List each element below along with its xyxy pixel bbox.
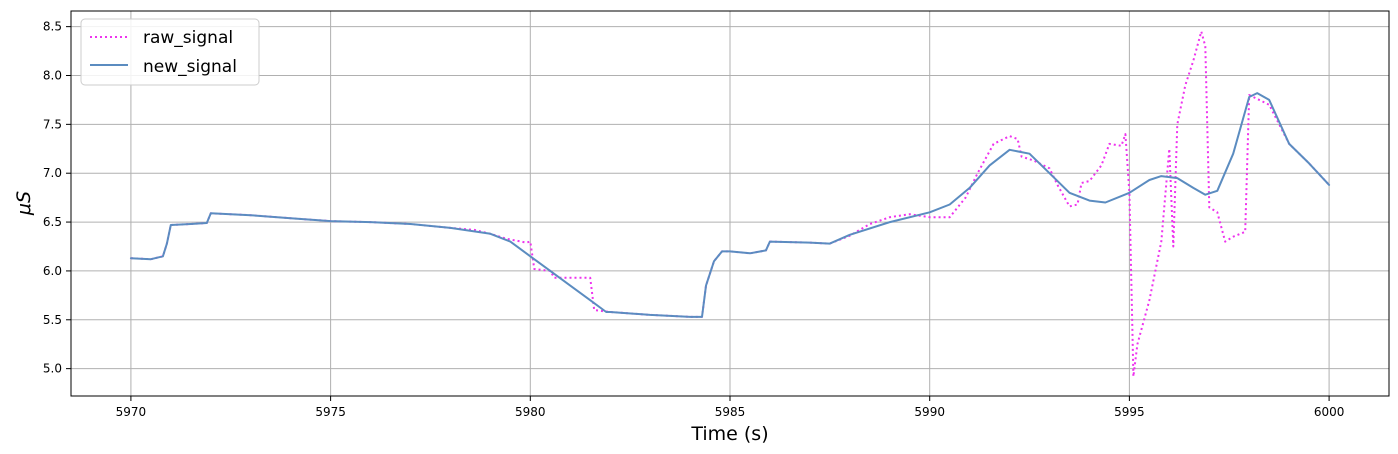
y-tick-label: 5.5 <box>43 313 62 327</box>
x-tick-label: 5975 <box>315 405 346 419</box>
legend-box <box>80 18 260 86</box>
x-tick-label: 5985 <box>715 405 746 419</box>
grid <box>71 11 1389 396</box>
y-tick-label: 6.5 <box>43 215 62 229</box>
x-tick-label: 5970 <box>116 405 147 419</box>
series-group <box>129 30 1331 378</box>
y-tick-label: 6.0 <box>43 264 62 278</box>
legend-label-raw-signal: raw_signal <box>143 28 233 48</box>
legend-label-new-signal: new_signal <box>143 57 237 77</box>
y-tick-label: 5.0 <box>43 362 62 376</box>
x-tick-label: 5990 <box>914 405 945 419</box>
y-tick-label: 7.5 <box>43 117 62 131</box>
y-tick-label: 8.5 <box>43 20 62 34</box>
x-tick-label: 5980 <box>515 405 546 419</box>
y-axis-label: μS <box>13 191 35 216</box>
y-tick-label: 7.0 <box>43 166 62 180</box>
x-axis-label: Time (s) <box>690 423 768 445</box>
ticks: 5970 5975 5980 5985 5990 5995 6000 5.0 5.5 6.0 6.5… <box>43 20 1344 419</box>
legend: raw_signal new_signal <box>80 18 260 86</box>
x-tick-label: 5995 <box>1114 405 1145 419</box>
y-tick-label: 8.0 <box>43 68 62 82</box>
series-line-raw-signal <box>130 30 1330 378</box>
x-tick-label: 6000 <box>1314 405 1345 419</box>
series-line-new-signal <box>129 92 1331 318</box>
